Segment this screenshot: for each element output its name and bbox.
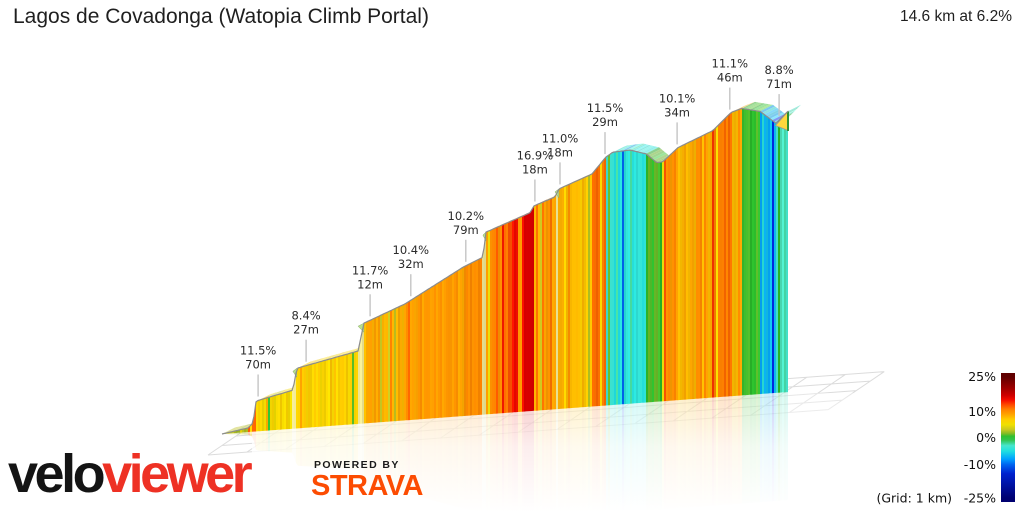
svg-text:34m: 34m	[664, 105, 690, 119]
svg-text:18m: 18m	[547, 145, 573, 159]
svg-text:10%: 10%	[968, 404, 996, 419]
gradient-callout: 10.4% 32m	[393, 243, 430, 297]
gradient-callout: 8.4% 27m	[291, 309, 321, 362]
svg-text:-25%: -25%	[964, 490, 996, 505]
svg-text:8.4%: 8.4%	[291, 309, 320, 323]
svg-text:11.7%: 11.7%	[352, 263, 389, 277]
svg-text:11.1%: 11.1%	[712, 57, 749, 71]
gradient-callout: 11.0% 18m	[542, 131, 579, 185]
logo-viewer-text: viewer	[102, 444, 253, 504]
powered-by-label: POWERED BY	[314, 459, 400, 471]
gradient-callouts: 11.5% 70m 8.4% 27m 11.7% 12m 10.4% 32m 1…	[240, 57, 794, 397]
gradient-callout: 11.1% 46m	[712, 57, 749, 110]
logo-velo-text: velo	[8, 444, 106, 504]
grid-note: (Grid: 1 km)	[876, 490, 952, 505]
gradient-callout: 10.2% 79m	[448, 209, 485, 262]
svg-text:29m: 29m	[592, 115, 618, 129]
svg-text:46m: 46m	[717, 71, 743, 85]
strava-logo: STRAVA	[311, 470, 423, 502]
svg-text:16.9%: 16.9%	[517, 149, 554, 163]
svg-text:70m: 70m	[245, 358, 271, 372]
page-title: Lagos de Covadonga (Watopia Climb Portal…	[13, 5, 429, 28]
legend-colorbar: 25% 10% 0% -10% -25% (Grid: 1 km)	[876, 369, 1015, 505]
svg-text:11.0%: 11.0%	[542, 131, 579, 145]
profile-face	[222, 108, 788, 434]
svg-text:71m: 71m	[766, 77, 792, 91]
gradient-callout: 10.1% 34m	[659, 91, 696, 145]
svg-text:-10%: -10%	[964, 457, 996, 472]
svg-text:11.5%: 11.5%	[587, 101, 624, 115]
climb-summary-stat: 14.6 km at 6.2%	[899, 8, 1012, 25]
gradient-callout: 11.5% 29m	[587, 101, 624, 155]
svg-text:25%: 25%	[968, 369, 996, 384]
svg-text:0%: 0%	[976, 430, 996, 445]
gradient-callout: 11.7% 12m	[352, 263, 389, 317]
gradient-callout: 8.8% 71m	[764, 63, 794, 117]
svg-text:11.5%: 11.5%	[240, 344, 277, 358]
svg-text:12m: 12m	[357, 277, 383, 291]
gradient-callout: 16.9% 18m	[517, 149, 554, 202]
svg-text:8.8%: 8.8%	[764, 63, 793, 77]
svg-text:10.2%: 10.2%	[448, 209, 485, 223]
svg-text:10.4%: 10.4%	[393, 243, 430, 257]
svg-text:79m: 79m	[453, 223, 479, 237]
svg-text:18m: 18m	[522, 163, 548, 177]
svg-text:10.1%: 10.1%	[659, 91, 696, 105]
svg-text:27m: 27m	[293, 323, 319, 337]
svg-text:32m: 32m	[398, 257, 424, 271]
profile-top-edge	[221, 107, 789, 435]
veloviewer-logo: veloviewer	[8, 444, 253, 504]
gradient-callout: 11.5% 70m	[240, 344, 277, 397]
